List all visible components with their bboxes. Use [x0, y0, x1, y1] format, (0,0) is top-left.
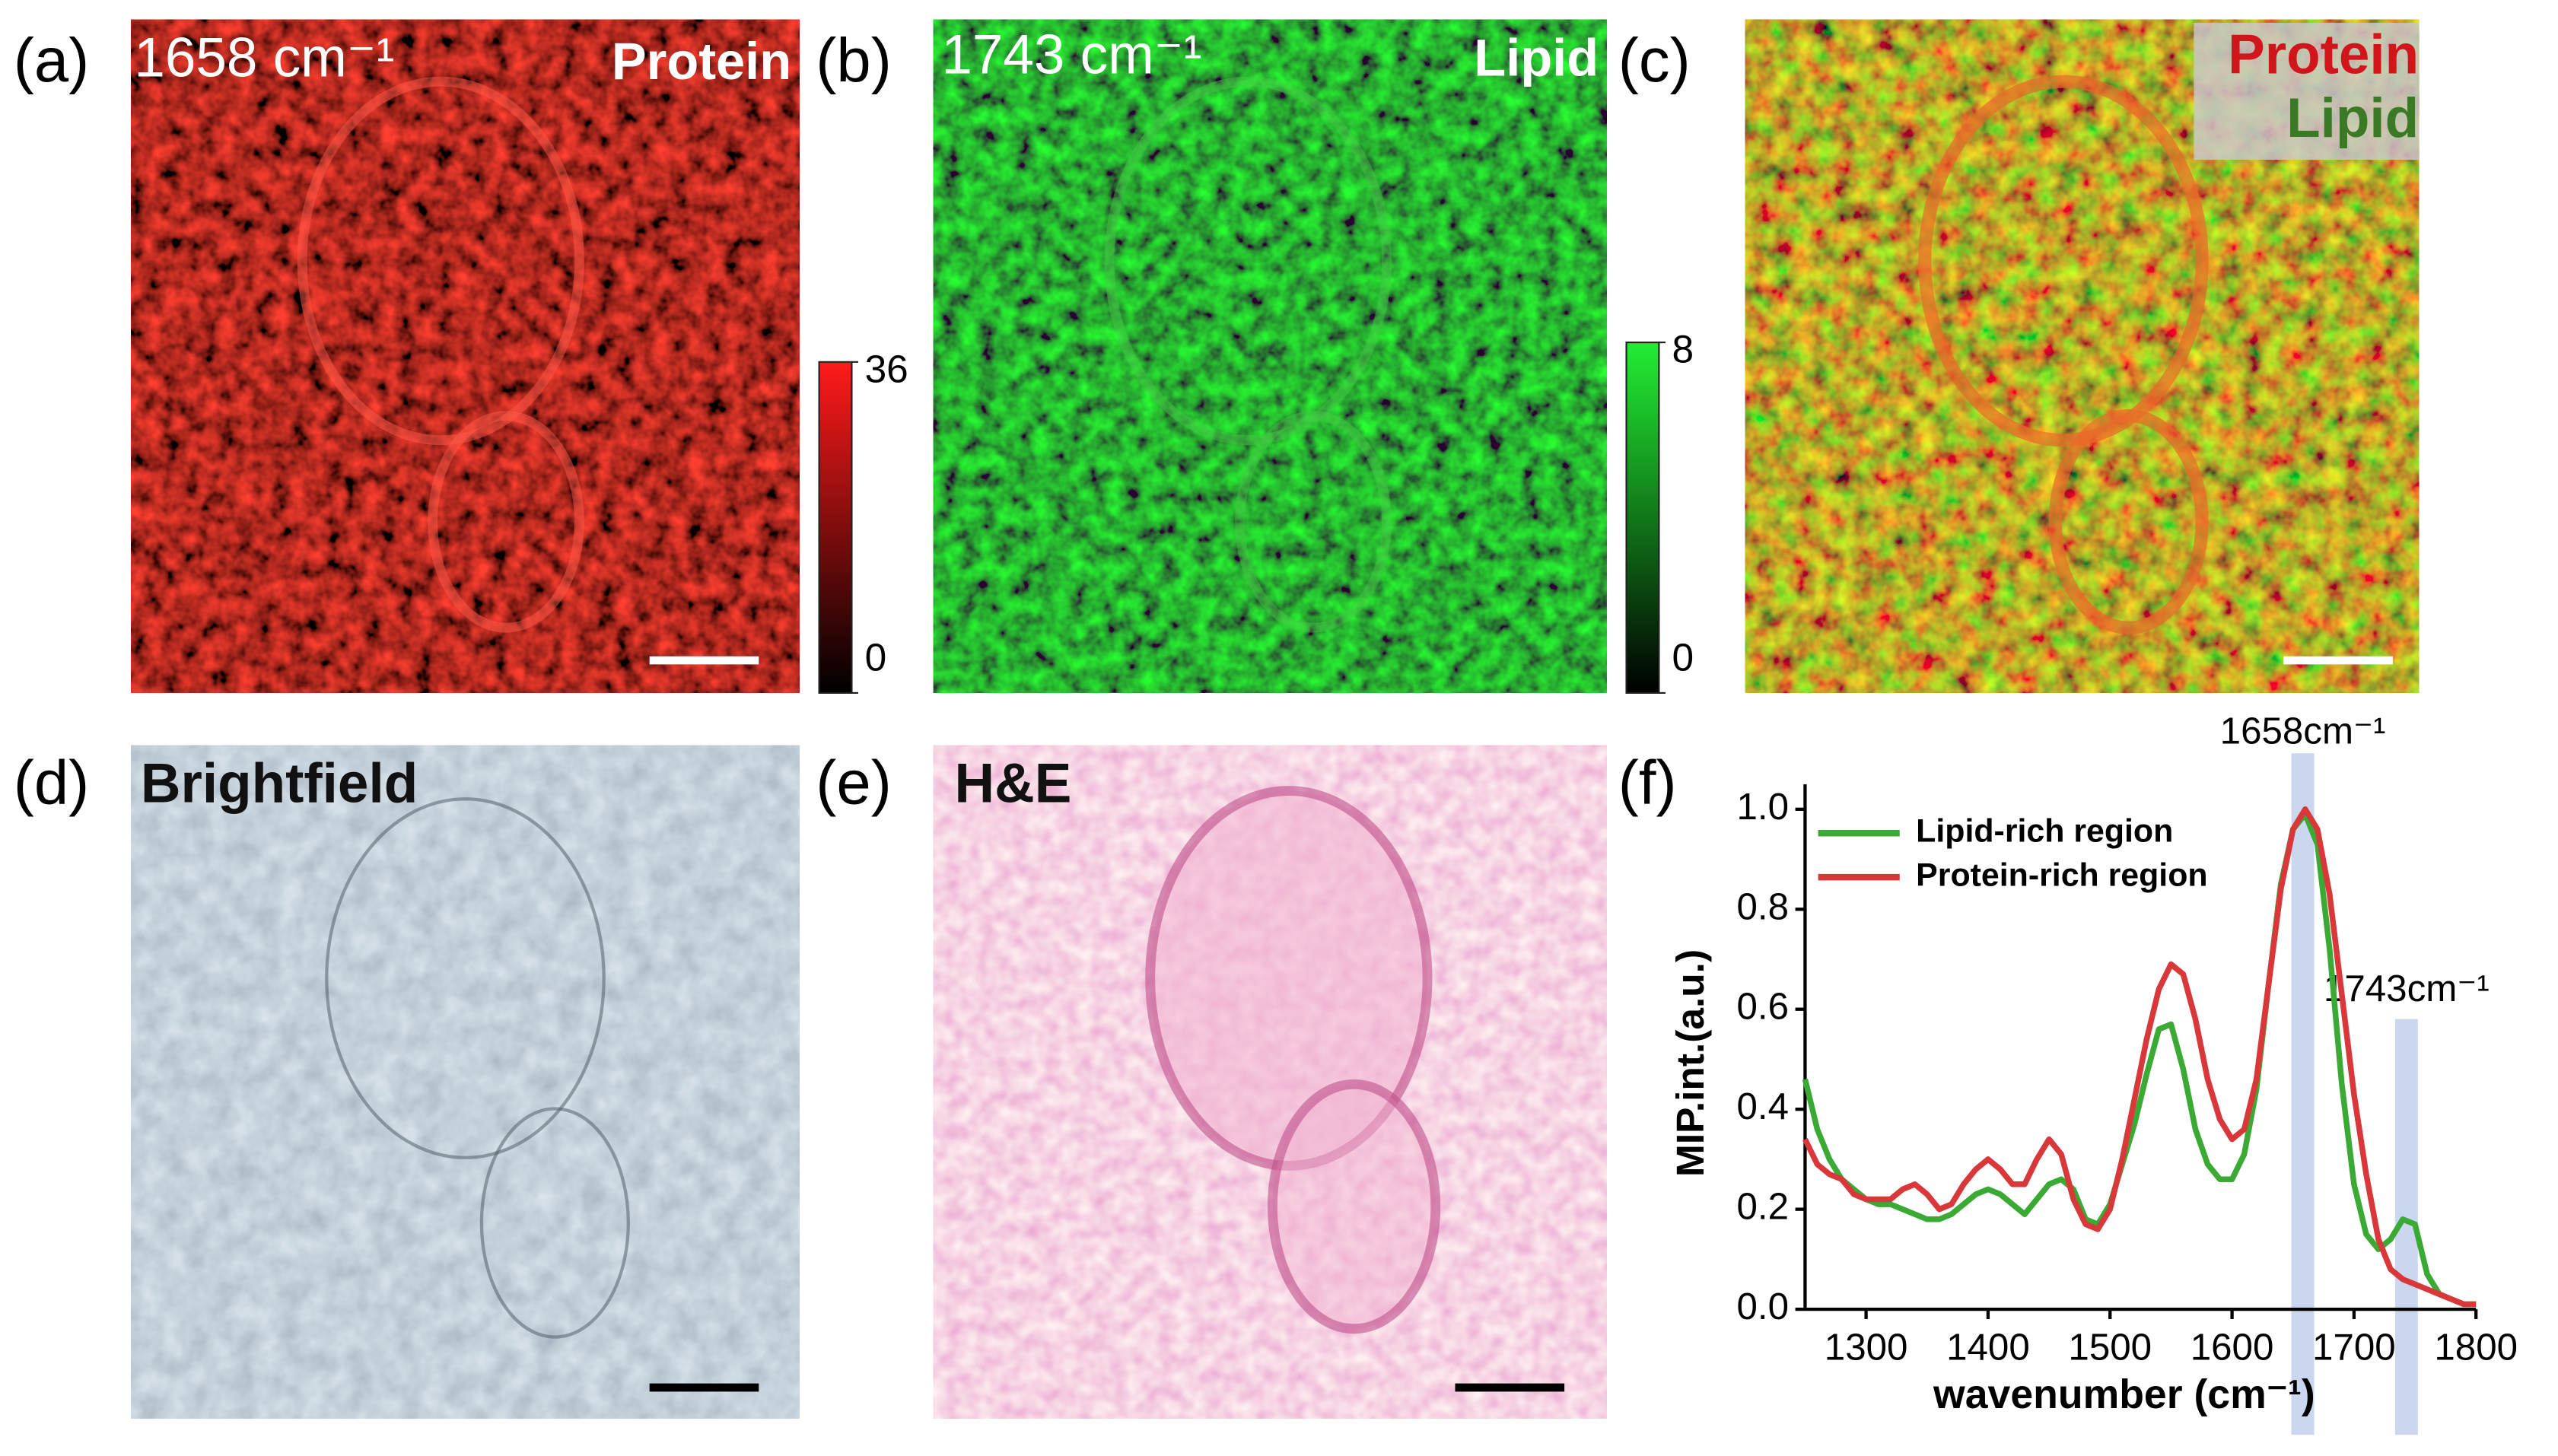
colorbar-tick-label: 0	[1672, 635, 1694, 679]
annotation-label: 1658cm⁻¹	[2220, 711, 2386, 752]
image-e	[933, 745, 1607, 1419]
colorbar-tick-label: 0	[865, 635, 887, 679]
image-d	[131, 745, 800, 1419]
x-tick-label: 1800	[2434, 1327, 2518, 1369]
colorbar-tick-label: 36	[865, 346, 908, 390]
series-line	[1802, 806, 2477, 1308]
y-tick-label: 0.0	[1736, 1286, 1789, 1327]
x-tick-label: 1700	[2312, 1327, 2396, 1369]
panel-text: H&E	[954, 752, 1071, 814]
legend-label: Lipid-rich region	[1916, 813, 2173, 850]
y-axis-label: MIP.int.(a.u.)	[1668, 949, 1712, 1177]
colorbar-tick-label: 8	[1672, 327, 1694, 371]
panel-text: Lipid	[2286, 87, 2419, 149]
panel-text: Lipid	[1474, 29, 1599, 87]
x-tick-label: 1400	[1946, 1327, 2030, 1369]
series-line	[1802, 811, 2477, 1308]
annotation-label: 1743cm⁻¹	[2324, 968, 2490, 1009]
image-b	[933, 19, 1607, 693]
scale-bars	[649, 656, 2393, 1392]
x-tick-label: 1300	[1825, 1327, 1908, 1369]
panel-text: Protein	[612, 32, 791, 91]
panel-label: (e)	[816, 749, 892, 818]
panel-text: 1658 cm⁻¹	[134, 27, 394, 89]
image-a	[131, 19, 800, 693]
y-tick-label: 0.8	[1736, 885, 1789, 927]
panel-text: Protein	[2228, 24, 2419, 85]
y-tick-label: 0.6	[1736, 986, 1789, 1028]
x-axis-label: wavenumber (cm⁻¹)	[1933, 1372, 2315, 1417]
panel-label: (a)	[14, 26, 90, 95]
panel-text: 1743 cm⁻¹	[941, 24, 1201, 85]
y-tick-label: 1.0	[1736, 786, 1789, 828]
x-tick-label: 1500	[2068, 1327, 2152, 1369]
colorbar	[818, 361, 853, 694]
colorbar	[1625, 342, 1660, 694]
y-tick-label: 0.4	[1736, 1086, 1789, 1127]
panel-label: (b)	[816, 26, 892, 95]
legend-box	[2194, 23, 2420, 161]
legend-label: Protein-rich region	[1916, 857, 2207, 893]
highlight-band	[2291, 753, 2315, 1435]
panel-label: (d)	[14, 749, 90, 818]
panel-label: (f)	[1618, 749, 1677, 818]
panel-label: (c)	[1618, 26, 1691, 95]
panel-text: Brightfield	[141, 752, 418, 814]
x-tick-label: 1600	[2191, 1327, 2274, 1369]
y-tick-label: 0.2	[1736, 1186, 1789, 1228]
